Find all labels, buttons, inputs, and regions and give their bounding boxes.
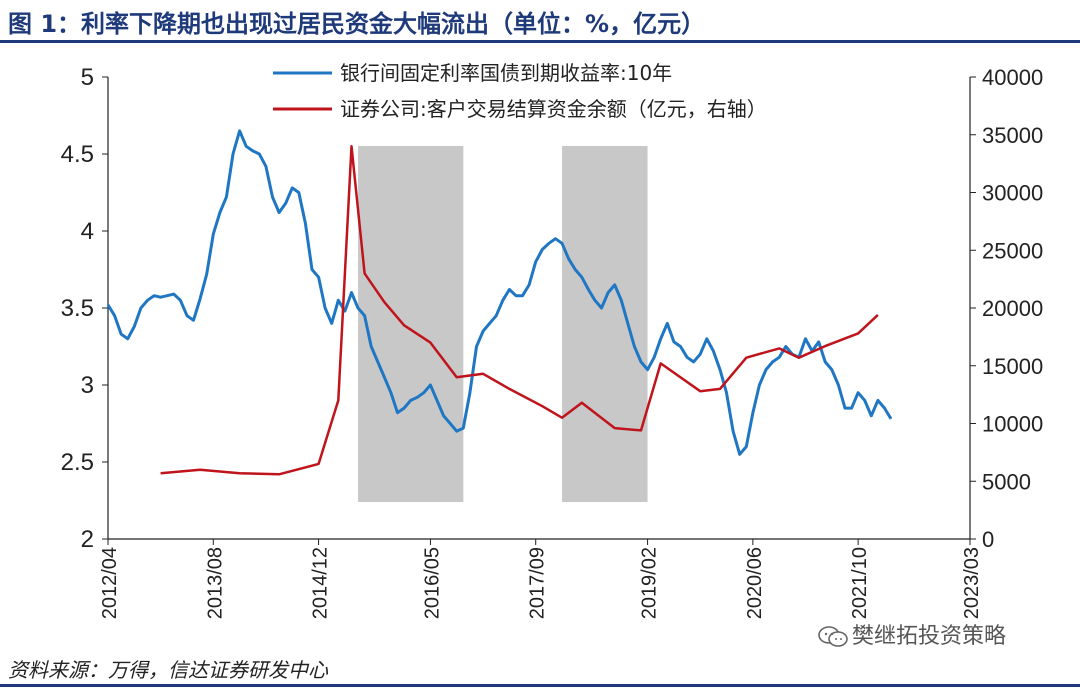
right-tick-label: 35000 xyxy=(982,123,1043,148)
source-note: 资料来源：万得，信达证券研发中心 xyxy=(8,658,328,682)
shaded-period-1 xyxy=(358,146,464,502)
bottom-rule xyxy=(0,684,1080,687)
x-tick-label: 2014/12 xyxy=(310,547,332,619)
plot-frame xyxy=(107,77,971,540)
right-axis-ticks: 0 5000 10000 15000 20000 25000 30000 35000 40000 xyxy=(970,65,1043,552)
legend-label-2: 证券公司:客户交易结算资金余额（亿元，右轴） xyxy=(340,97,767,121)
right-tick-label: 30000 xyxy=(982,181,1043,206)
left-tick-label: 4.5 xyxy=(61,141,94,168)
left-tick-label: 4 xyxy=(81,218,94,245)
x-axis-ticks: 2012/04 2013/08 2014/12 2016/05 2017/09 2019/… xyxy=(99,539,983,619)
x-tick-label: 2012/04 xyxy=(99,547,121,619)
watermark-text: 樊继拓投资策略 xyxy=(852,624,1007,649)
x-tick-label: 2013/08 xyxy=(204,547,226,619)
right-tick-label: 20000 xyxy=(982,296,1043,321)
x-tick-label: 2019/02 xyxy=(639,547,661,619)
right-tick-label: 25000 xyxy=(982,238,1043,263)
right-tick-label: 5000 xyxy=(982,469,1031,494)
yield-line xyxy=(106,129,893,456)
x-tick-label: 2020/06 xyxy=(744,547,766,619)
chart-title: 图 1：利率下降期也出现过居民资金大幅流出（单位：%，亿元） xyxy=(8,10,706,38)
x-tick-label: 2016/05 xyxy=(421,547,443,619)
right-tick-label: 15000 xyxy=(982,354,1043,379)
right-tick-label: 40000 xyxy=(982,65,1043,90)
watermark: 樊继拓投资策略 xyxy=(818,618,1006,650)
series-lines xyxy=(106,129,893,476)
title-rule xyxy=(0,40,1080,43)
left-tick-label: 3.5 xyxy=(61,295,94,322)
right-tick-label: 0 xyxy=(982,527,994,552)
shaded-period-2 xyxy=(562,146,648,502)
left-tick-label: 2 xyxy=(81,526,94,553)
x-tick-label: 2021/10 xyxy=(849,547,871,619)
left-tick-label: 3 xyxy=(81,372,94,399)
left-tick-label: 2.5 xyxy=(61,449,94,476)
shaded-periods xyxy=(358,146,648,502)
left-axis-ticks: 2 2.5 3 3.5 4 4.5 5 xyxy=(61,64,108,553)
x-tick-label: 2017/09 xyxy=(527,547,549,619)
left-tick-label: 5 xyxy=(81,64,94,91)
legend-label-1: 银行间固定利率国债到期收益率:10年 xyxy=(340,61,672,85)
right-tick-label: 10000 xyxy=(982,412,1043,437)
wechat-icon xyxy=(818,626,848,647)
client-funds-line xyxy=(160,145,879,476)
x-tick-label: 2023/03 xyxy=(961,547,983,619)
